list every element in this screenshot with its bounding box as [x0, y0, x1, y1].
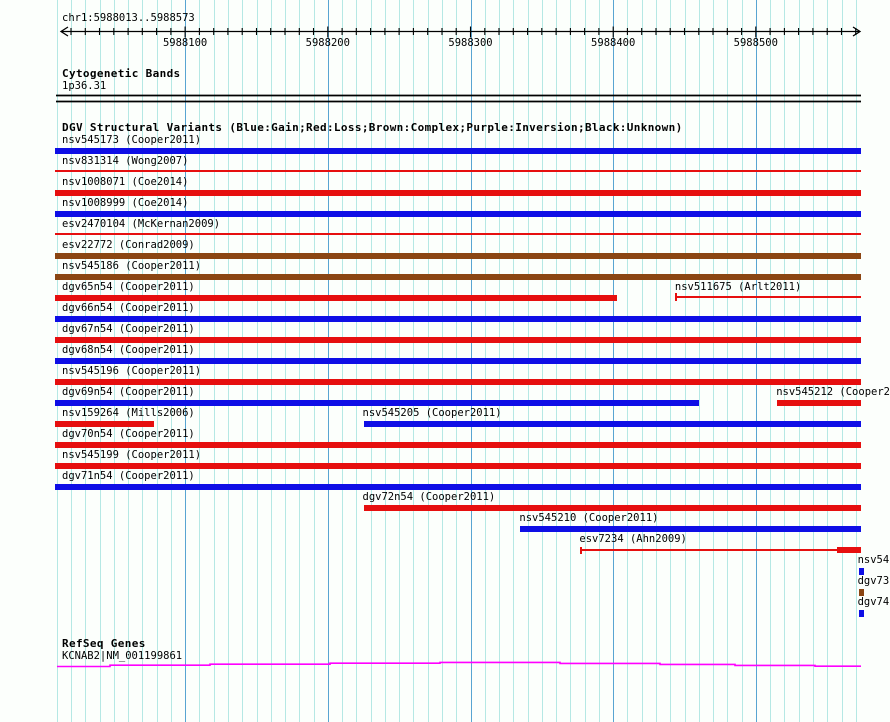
variant-bar[interactable] [55, 400, 699, 406]
variant-bar[interactable] [858, 610, 864, 617]
variant-label[interactable]: nsv545196 (Cooper2011) [62, 365, 202, 377]
refseq-gene-label[interactable]: KCNAB2|NM_001199861 [62, 650, 183, 662]
ruler-tick-label: 5988200 [305, 37, 350, 49]
variant-bar[interactable] [55, 274, 862, 280]
variant-label[interactable]: esv7234 (Ahn2009) [579, 533, 687, 545]
variant-label[interactable]: nsv159264 (Mills2006) [62, 407, 195, 419]
variant-label[interactable]: dgv68n54 (Cooper2011) [62, 344, 195, 356]
ruler-axis [59, 26, 862, 38]
variant-label[interactable]: dgv67n54 (Cooper2011) [62, 323, 195, 335]
variant-label[interactable]: dgv69n54 (Cooper2011) [62, 386, 195, 398]
variant-bar[interactable] [580, 549, 838, 551]
variant-label[interactable]: dgv71n54 (Cooper2011) [62, 470, 195, 482]
variant-bar[interactable] [55, 337, 862, 343]
refseq-gene-line[interactable] [57, 661, 861, 668]
variant-label[interactable]: nsv545186 (Cooper2011) [62, 260, 202, 272]
variant-bar[interactable] [55, 253, 862, 259]
variant-bar[interactable] [55, 316, 862, 322]
variant-label[interactable]: esv2470104 (McKernan2009) [62, 218, 221, 230]
section-title-refseq-genes: RefSeq Genes [62, 637, 146, 650]
variant-bar[interactable] [55, 484, 862, 490]
variant-bar[interactable] [55, 421, 154, 427]
variant-bar[interactable] [55, 379, 862, 385]
variant-bar[interactable] [55, 358, 862, 364]
cytoband-strip [56, 94, 861, 103]
variant-bar[interactable] [858, 568, 864, 575]
ruler-tick-label: 5988100 [162, 37, 208, 49]
variant-bar[interactable] [55, 211, 862, 217]
variant-label[interactable]: dgv73n [857, 575, 890, 587]
variant-label[interactable]: nsv545199 (Cooper2011) [62, 449, 202, 461]
variant-label[interactable]: nsv831314 (Wong2007) [62, 155, 189, 167]
variant-bar[interactable] [55, 170, 862, 172]
variant-bar[interactable] [579, 546, 582, 554]
chromosome-range-label: chr1:5988013..5988573 [62, 12, 195, 24]
variant-bar[interactable] [837, 547, 862, 553]
variant-bar[interactable] [520, 526, 862, 532]
variant-label[interactable]: dgv70n54 (Cooper2011) [62, 428, 195, 440]
variant-bar[interactable] [55, 233, 862, 235]
variant-bar[interactable] [675, 292, 678, 301]
variant-bar[interactable] [55, 148, 862, 154]
variant-bar[interactable] [675, 296, 862, 298]
variant-label[interactable]: nsv1008999 (Coe2014) [62, 197, 189, 209]
variant-bar[interactable] [858, 589, 864, 596]
cytoband-label[interactable]: 1p36.31 [62, 80, 107, 92]
variant-bar[interactable] [363, 505, 862, 511]
section-title-cytogenetic-bands: Cytogenetic Bands [62, 67, 181, 80]
variant-label[interactable]: dgv65n54 (Cooper2011) [62, 281, 195, 293]
variant-label[interactable]: nsv545210 (Cooper2011) [519, 512, 659, 524]
variant-label[interactable]: esv22772 (Conrad2009) [62, 239, 195, 251]
variant-bar[interactable] [363, 421, 862, 427]
variant-bar[interactable] [55, 442, 862, 448]
variant-label[interactable]: nsv1008071 (Coe2014) [62, 176, 189, 188]
variant-bar[interactable] [55, 190, 862, 196]
variant-bar[interactable] [777, 400, 862, 406]
variant-label[interactable]: nsv545212 (Cooper20 [776, 386, 890, 398]
variant-label[interactable]: dgv66n54 (Cooper2011) [62, 302, 195, 314]
section-title-dgv-variants: DGV Structural Variants (Blue:Gain;Red:L… [62, 121, 683, 134]
variant-label[interactable]: dgv74n [857, 596, 890, 608]
variant-bar[interactable] [55, 463, 862, 469]
ruler-tick-label: 5988400 [591, 37, 636, 49]
ruler-tick-label: 5988300 [448, 37, 493, 49]
variant-label[interactable]: dgv72n54 (Cooper2011) [362, 491, 496, 503]
ruler-tick-label: 5988500 [733, 37, 778, 49]
variant-bar[interactable] [55, 295, 618, 301]
variant-label[interactable]: nsv545205 (Cooper2011) [362, 407, 502, 419]
variant-label[interactable]: nsv545 [857, 554, 890, 566]
variant-label[interactable]: nsv545173 (Cooper2011) [62, 134, 202, 146]
variant-label[interactable]: nsv511675 (Arlt2011) [674, 281, 802, 293]
